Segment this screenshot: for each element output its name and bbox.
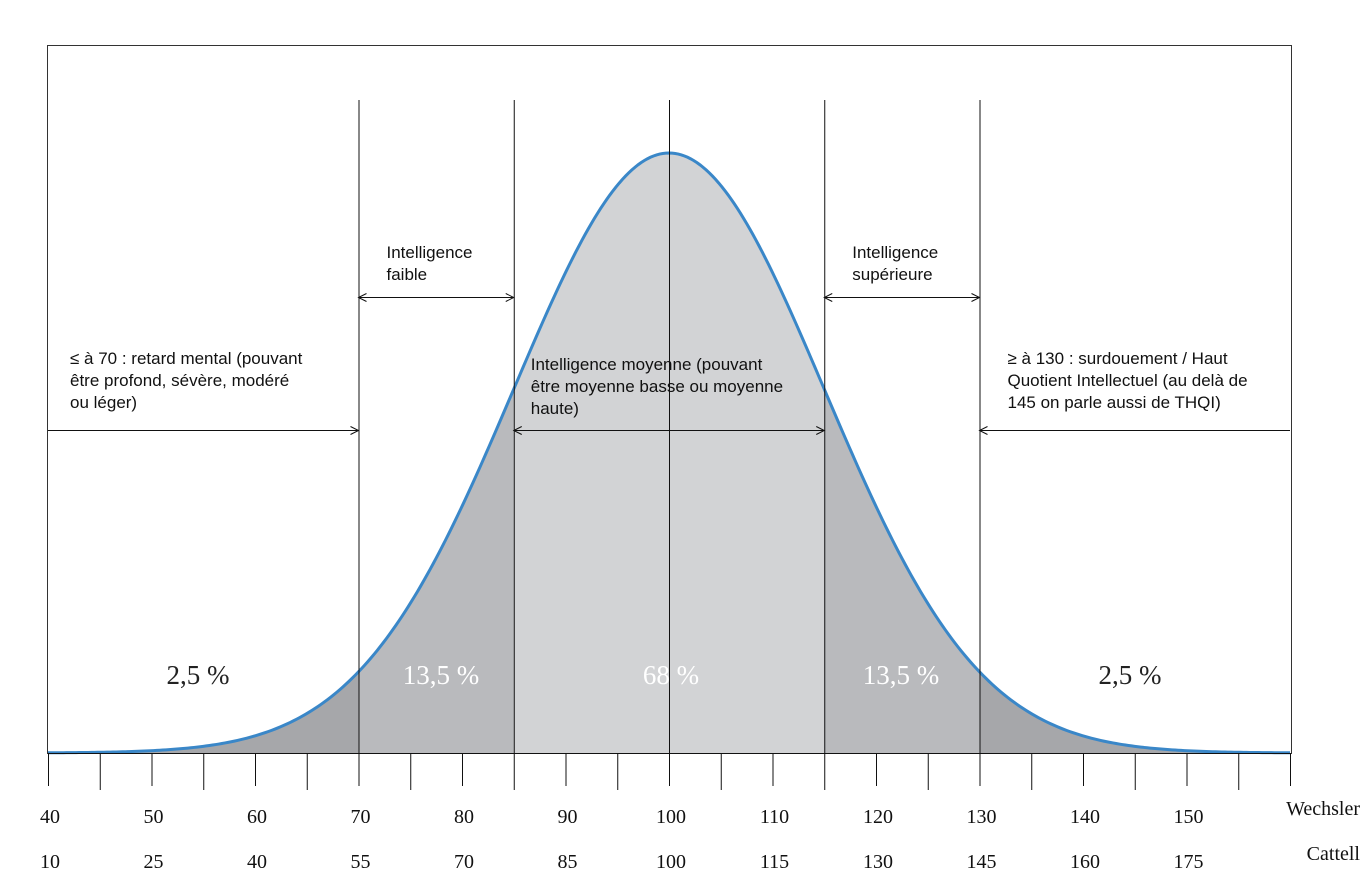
tick-label-cattell: 85: [558, 851, 578, 873]
annotation-line: Intelligence moyenne (pouvant: [531, 355, 763, 374]
tick-label-cattell: 115: [760, 851, 789, 873]
range-arrow-head-left-2: [357, 293, 367, 302]
annotation-line: 145 on parle aussi de THQI): [1008, 393, 1221, 412]
range-annotations: ≤ à 70 : retard mental (pouvant être prof…: [70, 243, 1248, 418]
percent-label-1: 2,5 %: [167, 660, 230, 690]
annotation-line: Intelligence: [852, 243, 938, 262]
range-arrow-head-right-1: [350, 426, 360, 435]
range-arrow-head-left-3: [512, 426, 522, 435]
area-segment-1: [48, 671, 359, 753]
tick-label-wechsler: 110: [760, 806, 789, 828]
tick-label-wechsler: 80: [454, 806, 474, 828]
tick-label-cattell: 25: [144, 851, 164, 873]
x-axis: 40 50 60 70 80 90 100 110 120 130 140 150 Wechsler 10…: [40, 753, 1360, 873]
tick-label-cattell: 175: [1174, 851, 1204, 873]
annotation-line: ≤ à 70 : retard mental (pouvant: [70, 349, 303, 368]
boundary-lines: [358, 100, 981, 753]
tick-label-wechsler: 50: [144, 806, 164, 828]
annotation-text-3: Intelligence moyenne (pouvant être moyenn…: [531, 355, 783, 418]
annotation-text-1: ≤ à 70 : retard mental (pouvant être prof…: [70, 349, 303, 412]
range-arrow-head-right-2: [505, 293, 515, 302]
annotation-text-4: Intelligence supérieure: [852, 243, 938, 284]
annotation-line: faible: [387, 265, 428, 284]
annotation-text-2: Intelligence faible: [387, 243, 473, 284]
tick-label-wechsler: 40: [40, 806, 60, 828]
tick-label-cattell: 70: [454, 851, 474, 873]
tick-label-cattell: 100: [656, 851, 686, 873]
annotation-line: Quotient Intellectuel (au delà de: [1008, 371, 1248, 390]
tick-label-cattell: 130: [863, 851, 893, 873]
annotation-line: haute): [531, 399, 579, 418]
tick-label-cattell: 10: [40, 851, 60, 873]
annotation-line: être moyenne basse ou moyenne: [531, 377, 783, 396]
range-arrow-head-right-4: [971, 293, 981, 302]
tick-label-wechsler: 100: [656, 806, 686, 828]
tick-label-cattell: 40: [247, 851, 267, 873]
percent-labels: 2,5 % 13,5 % 68 % 13,5 % 2,5 %: [167, 660, 1162, 690]
range-arrow-head-left-4: [823, 293, 833, 302]
range-arrow-head-right-3: [816, 426, 826, 435]
percent-label-2: 13,5 %: [403, 660, 480, 690]
percent-label-3: 68 %: [643, 660, 699, 690]
tick-label-cattell: 160: [1070, 851, 1100, 873]
tick-label-wechsler: 150: [1174, 806, 1204, 828]
annotation-line: ≥ à 130 : surdouement / Haut: [1008, 349, 1228, 368]
range-arrows: [48, 293, 1290, 435]
percent-label-5: 2,5 %: [1099, 660, 1162, 690]
scale-name-wechsler: Wechsler: [1286, 798, 1360, 820]
tick-label-wechsler: 90: [558, 806, 578, 828]
scale-name-cattell: Cattell: [1307, 843, 1361, 865]
tick-label-cattell: 145: [967, 851, 997, 873]
annotation-line: ou léger): [70, 393, 137, 412]
annotation-line: être profond, sévère, modéré: [70, 371, 289, 390]
range-arrow-head-left-5: [978, 426, 988, 435]
percent-label-4: 13,5 %: [863, 660, 940, 690]
annotation-text-5: ≥ à 130 : surdouement / Haut Quotient Int…: [1008, 349, 1248, 412]
area-segment-5: [979, 671, 1290, 753]
tick-label-wechsler: 140: [1070, 806, 1100, 828]
tick-label-wechsler: 70: [351, 806, 371, 828]
tick-label-wechsler: 130: [967, 806, 997, 828]
annotation-line: supérieure: [852, 265, 932, 284]
tick-label-wechsler: 120: [863, 806, 893, 828]
tick-label-wechsler: 60: [247, 806, 267, 828]
annotation-line: Intelligence: [387, 243, 473, 262]
tick-label-cattell: 55: [351, 851, 371, 873]
